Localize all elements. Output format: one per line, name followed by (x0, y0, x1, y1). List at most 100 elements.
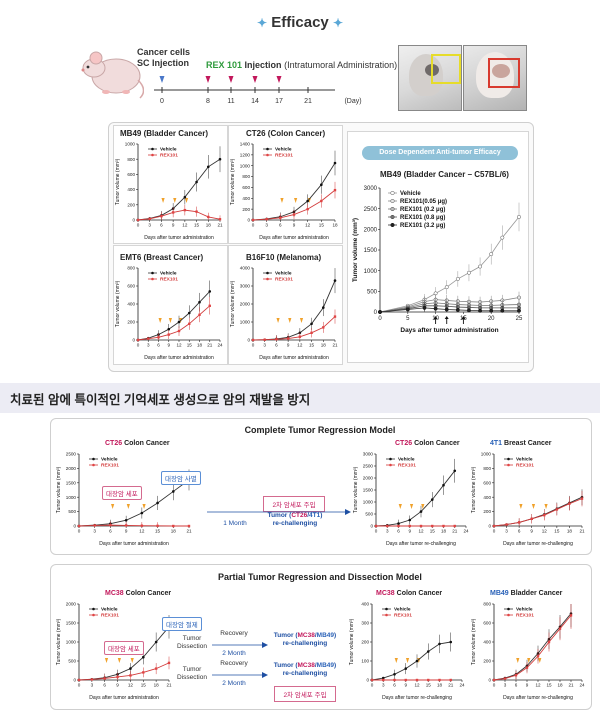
legend-label: REX101 (160, 277, 178, 283)
x-tick-label: 12 (418, 529, 424, 534)
legend-marker (390, 214, 395, 220)
y-tick-label: 800 (127, 266, 135, 271)
x-tick-label: 15 (426, 683, 432, 688)
y-tick-label: 600 (127, 172, 135, 177)
chart-title-4t1: 4T1 Breast Cancer (490, 440, 552, 447)
injection-arrow-icon (161, 198, 165, 203)
legend-marker (92, 613, 95, 617)
x-tick-label: 21 (332, 343, 338, 348)
x-tick-label: 6 (275, 343, 278, 348)
injection-arrow-icon (228, 76, 234, 83)
data-point (397, 522, 400, 525)
y-tick-label: 500 (367, 289, 378, 295)
data-point (455, 307, 460, 312)
y-tick-label: 2500 (363, 464, 374, 469)
legend-marker (390, 190, 395, 196)
data-point (198, 300, 201, 304)
data-point (404, 678, 407, 682)
x-tick-label: 3 (93, 529, 96, 534)
injection-arrow-icon (126, 504, 130, 509)
injection-arrow-icon (158, 318, 162, 323)
x-tick-label: 0 (252, 343, 255, 348)
mouse-photo-control (463, 45, 527, 111)
legend-label: Vehicle (275, 271, 292, 277)
legend-label: Vehicle (160, 147, 177, 153)
data-point (397, 524, 400, 528)
x-tick-label: 3 (147, 343, 150, 348)
y-tick-label: 2000 (364, 227, 378, 233)
timeline-start-label: Cancer cells SC Injection (137, 47, 191, 69)
data-point (580, 497, 584, 500)
data-point (154, 640, 158, 644)
x-tick-label: 3 (504, 683, 507, 688)
x-tick-label: 6 (397, 529, 400, 534)
legend-marker (266, 271, 269, 275)
data-point (489, 308, 494, 313)
data-point (160, 215, 163, 218)
x-axis-title: Days after tumor administration (144, 235, 214, 241)
y-tick-label: 800 (483, 602, 491, 607)
data-point (286, 337, 290, 340)
legend-label: REX101 (3.2 μg) (400, 223, 445, 229)
legend-label: Vehicle (101, 607, 118, 613)
x-tick-label: 18 (437, 683, 443, 688)
injection-arrow-icon (130, 658, 134, 663)
data-point (156, 501, 159, 505)
data-point (455, 276, 460, 281)
injection-arrow-icon (205, 76, 211, 83)
data-point (505, 523, 508, 526)
data-point (427, 678, 430, 682)
data-point (77, 524, 81, 528)
x-tick-label: 12 (176, 343, 182, 348)
timeline-tick-label: 11 (227, 98, 234, 105)
y-tick-label: 0 (73, 524, 76, 529)
data-point (530, 517, 533, 520)
data-point (310, 322, 313, 326)
data-point (386, 524, 389, 528)
legend-label: REX101(0.05 μg) (400, 199, 447, 205)
injection-arrow-icon (104, 658, 109, 663)
injection-arrow-icon (531, 504, 536, 509)
sparkle-icon: ✦ (256, 16, 268, 30)
data-point (543, 514, 546, 517)
y-tick-label: 600 (483, 621, 491, 626)
x-tick-label: 6 (279, 223, 282, 228)
series-line (493, 496, 583, 527)
x-axis-title: Days after tumor re-challenging (503, 541, 573, 547)
legend-label: REX101 (0.8 μg) (400, 215, 445, 221)
data-point (453, 469, 457, 473)
timeline-tick-label: 17 (275, 98, 283, 105)
data-point (438, 678, 441, 682)
x-tick-label: 9 (172, 223, 175, 228)
x-tick-label: 24 (463, 529, 469, 534)
x-tick-label: 21 (448, 683, 454, 688)
data-point (478, 264, 483, 269)
legend-label: Vehicle (516, 607, 533, 613)
timeline-tick-label: 14 (251, 98, 259, 105)
y-tick-label: 2000 (363, 476, 374, 481)
data-point (279, 216, 282, 220)
data-point (517, 308, 521, 313)
injection-arrow-icon (294, 198, 298, 203)
legend-marker (385, 607, 388, 611)
x-tick-label: 24 (217, 343, 223, 348)
x-tick-label: 21 (217, 223, 223, 228)
legend-marker (92, 463, 95, 467)
data-point (116, 675, 119, 679)
x-tick-label: 21 (166, 683, 172, 688)
data-point (93, 524, 96, 527)
legend-label: Vehicle (394, 607, 411, 613)
y-tick-label: 0 (374, 310, 378, 316)
data-point (378, 310, 382, 314)
y-tick-label: 1000 (364, 269, 378, 275)
injection-arrow-icon (405, 658, 410, 663)
data-point (514, 674, 518, 677)
partial-model-title: Partial Tumor Regression and Dissection … (218, 572, 422, 582)
data-point (408, 524, 411, 528)
y-axis-title: Tumor volume (mm³) (349, 618, 355, 665)
x-tick-label: 15 (554, 529, 560, 534)
injection-arrow-icon (280, 198, 284, 203)
data-point (124, 524, 128, 527)
x-tick-label: 15 (546, 683, 552, 688)
section-band (0, 383, 600, 413)
